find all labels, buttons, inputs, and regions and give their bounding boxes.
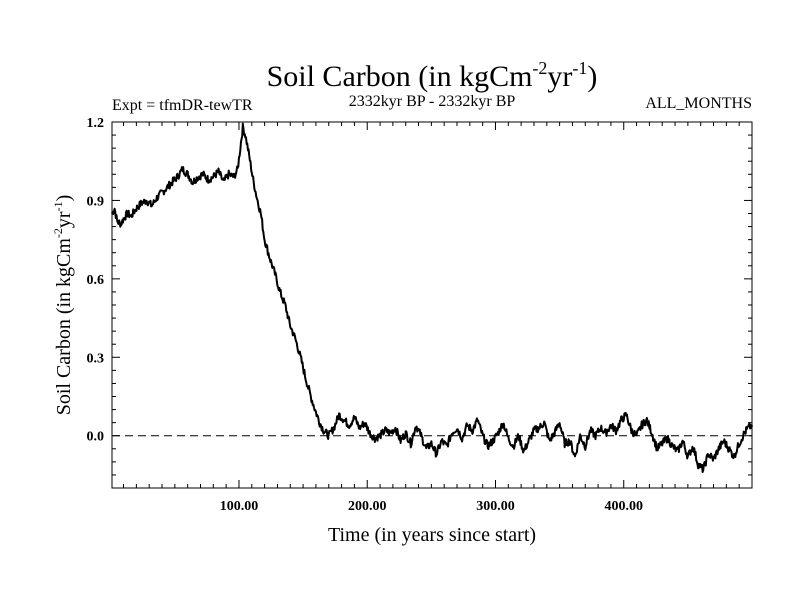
x-tick-label: 200.00 [348,499,387,514]
chart-title: Soil Carbon (in kgCm-2yr-1) [267,58,598,93]
y-axis-ticks: 0.0 0.3 0.6 0.9 1.2 [87,116,752,489]
y-tick-label: 0.0 [87,430,105,445]
x-tick-label: 100.00 [220,499,259,514]
x-tick-label: 400.00 [604,499,643,514]
period-label: 2332kyr BP - 2332kyr BP [349,93,516,110]
expt-label: Expt = tfmDR-tewTR [112,97,253,114]
months-label: ALL_MONTHS [645,95,752,112]
y-tick-label: 0.3 [87,351,105,366]
y-tick-label: 1.2 [87,116,105,131]
x-axis-label: Time (in years since start) [328,524,536,546]
series-line-soil-carbon [111,122,753,474]
y-axis-label: Soil Carbon (in kgCm-2yr-1) [51,195,75,416]
x-axis-ticks: 100.00 200.00 300.00 400.00 [123,122,740,514]
y-tick-label: 0.9 [87,194,105,209]
x-tick-label: 300.00 [476,499,515,514]
y-tick-label: 0.6 [87,273,105,288]
